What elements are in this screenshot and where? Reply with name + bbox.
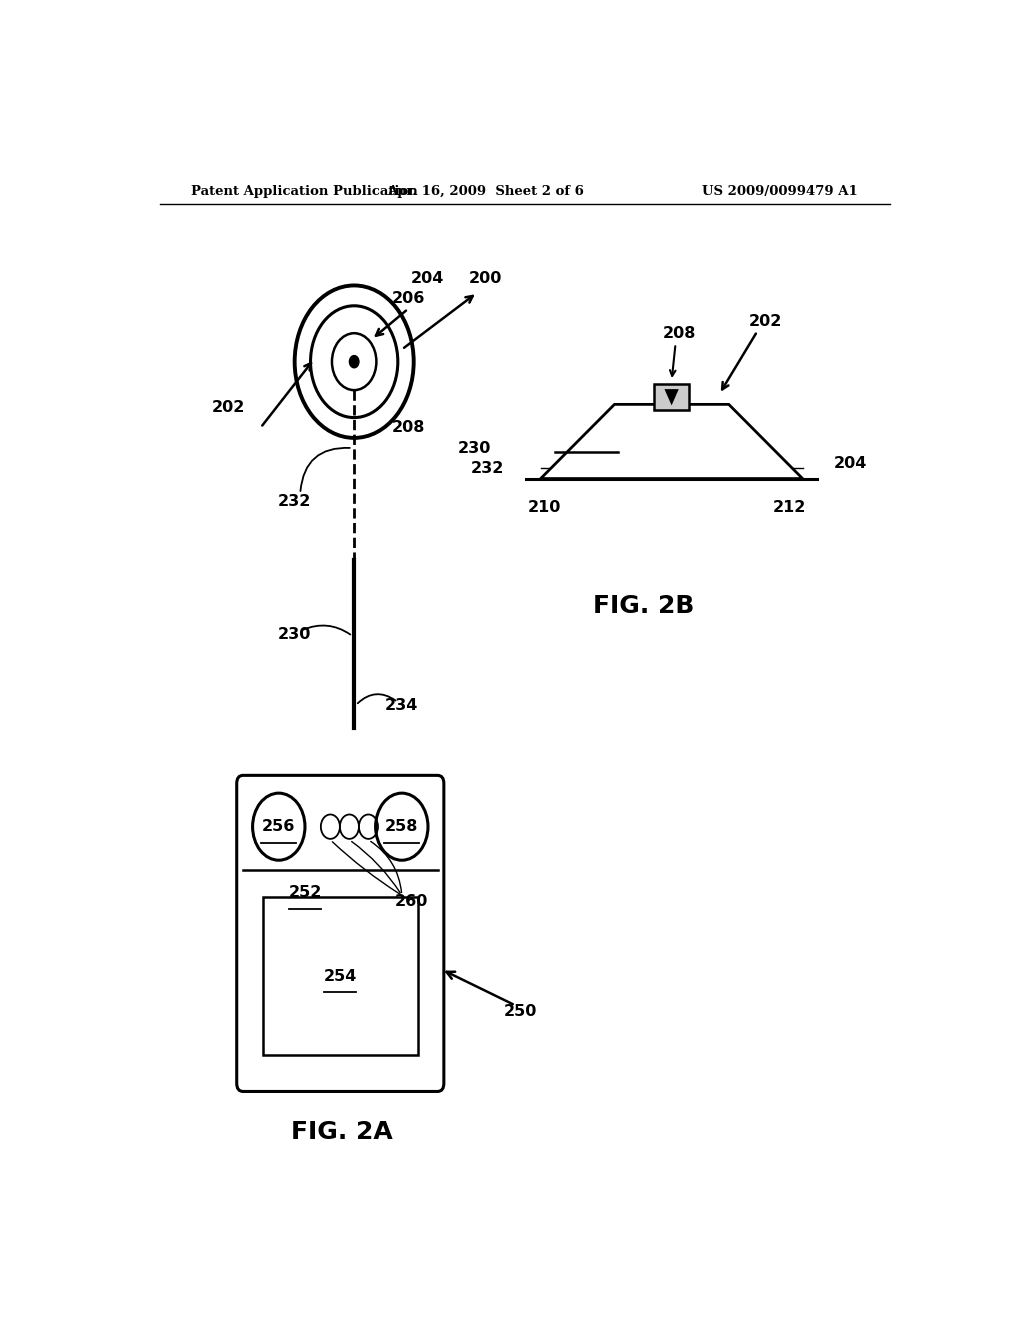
Text: 260: 260 [394, 894, 428, 909]
Text: US 2009/0099479 A1: US 2009/0099479 A1 [702, 185, 858, 198]
Text: 202: 202 [749, 314, 782, 329]
Text: 254: 254 [324, 969, 357, 983]
Text: 212: 212 [772, 499, 806, 515]
Text: Patent Application Publication: Patent Application Publication [191, 185, 418, 198]
Text: 208: 208 [663, 326, 696, 341]
Text: 210: 210 [528, 499, 561, 515]
Text: 232: 232 [278, 495, 311, 510]
Text: Apr. 16, 2009  Sheet 2 of 6: Apr. 16, 2009 Sheet 2 of 6 [387, 185, 584, 198]
Text: 230: 230 [458, 441, 492, 455]
FancyBboxPatch shape [237, 775, 443, 1092]
Text: 230: 230 [278, 627, 311, 642]
Text: 250: 250 [504, 1005, 538, 1019]
Text: 204: 204 [411, 271, 443, 286]
Text: FIG. 2A: FIG. 2A [292, 1121, 393, 1144]
Bar [654, 384, 689, 411]
Text: 200: 200 [468, 271, 502, 286]
Polygon shape [541, 404, 803, 479]
Text: 256: 256 [262, 820, 296, 834]
Text: 202: 202 [212, 400, 246, 414]
Text: 208: 208 [391, 420, 425, 436]
Text: FIG. 2B: FIG. 2B [593, 594, 694, 618]
Polygon shape [665, 389, 679, 405]
Bar [263, 898, 418, 1055]
Circle shape [349, 355, 359, 368]
Text: 232: 232 [471, 461, 504, 477]
Text: 252: 252 [289, 884, 322, 900]
Text: 258: 258 [385, 820, 419, 834]
Text: 206: 206 [391, 292, 425, 306]
Text: 204: 204 [834, 455, 867, 471]
Text: 234: 234 [385, 698, 419, 713]
